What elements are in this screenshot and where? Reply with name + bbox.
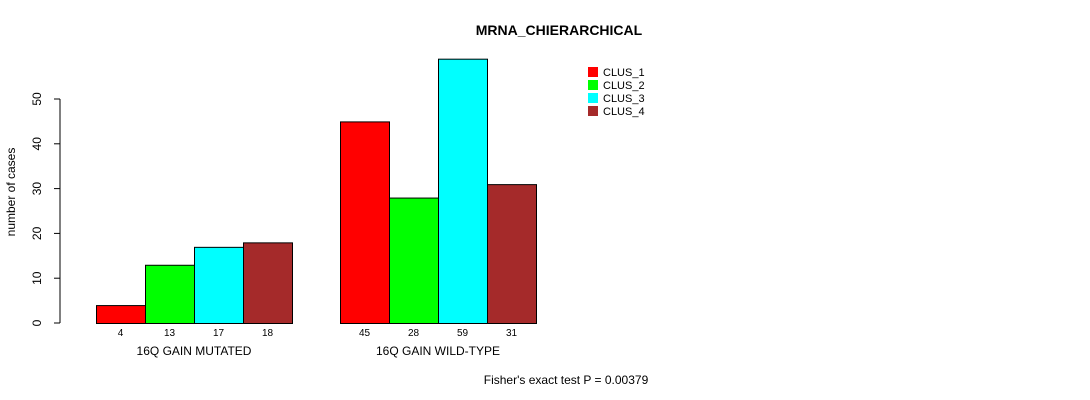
bar-clus-4-wild-type xyxy=(487,184,537,324)
category-labels: 16Q GAIN MUTATED 16Q GAIN WILD-TYPE xyxy=(137,344,500,358)
legend-swatch-clus-1 xyxy=(588,67,598,77)
y-tick-label: 40 xyxy=(30,137,44,151)
legend-swatch-clus-4 xyxy=(588,106,598,116)
bar-clus-2-wild-type xyxy=(389,197,439,324)
category-label: 16Q GAIN MUTATED xyxy=(137,344,252,358)
bar-clus-1-wild-type xyxy=(340,121,390,325)
y-tick-label: 50 xyxy=(30,92,44,106)
fisher-test-footnote: Fisher's exact test P = 0.00379 xyxy=(484,373,649,387)
legend-label: CLUS_3 xyxy=(603,93,645,105)
y-tick-label: 20 xyxy=(30,226,44,240)
y-axis: 0 10 20 30 40 50 xyxy=(30,92,61,326)
bar-clus-4-mutated xyxy=(243,242,293,324)
bar-value-label: 59 xyxy=(457,328,469,339)
bar-value-label: 4 xyxy=(118,328,124,339)
legend-label: CLUS_2 xyxy=(603,80,645,92)
y-tick-label: 0 xyxy=(30,319,44,326)
chart-title: MRNA_CHIERARCHICAL xyxy=(476,22,643,38)
bar-value-label: 13 xyxy=(164,328,176,339)
bar-value-label: 45 xyxy=(359,328,371,339)
legend-swatch-clus-2 xyxy=(588,80,598,90)
legend-label: CLUS_4 xyxy=(603,106,645,118)
y-tick-label: 10 xyxy=(30,271,44,285)
category-label: 16Q GAIN WILD-TYPE xyxy=(376,344,500,358)
bar-clus-3-wild-type xyxy=(438,58,488,325)
bar-value-label: 28 xyxy=(408,328,420,339)
bar-labels: 4 13 17 18 45 28 59 31 xyxy=(118,328,518,339)
bar-clus-3-mutated xyxy=(194,246,244,324)
y-axis-label: number of cases xyxy=(4,148,18,237)
bar-value-label: 18 xyxy=(262,328,274,339)
bar-value-label: 31 xyxy=(506,328,518,339)
bar-clus-1-mutated xyxy=(96,305,146,324)
bars xyxy=(96,58,537,325)
bar-clus-2-mutated xyxy=(145,264,195,325)
legend-swatch-clus-3 xyxy=(588,93,598,103)
legend-label: CLUS_1 xyxy=(603,67,645,79)
y-tick-label: 30 xyxy=(30,182,44,196)
bar-value-label: 17 xyxy=(213,328,225,339)
